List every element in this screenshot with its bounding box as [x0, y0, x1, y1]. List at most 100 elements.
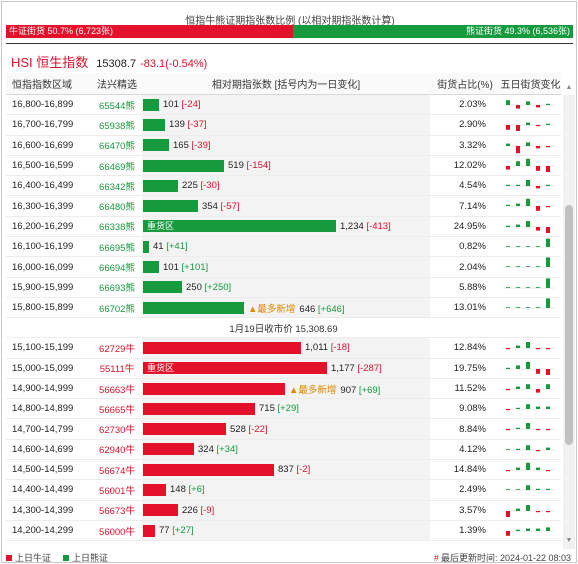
warrant-code-link[interactable]: 66470熊	[99, 141, 135, 153]
sparkline-bar	[536, 105, 540, 108]
table-row[interactable]: 15,900-15,999 66693熊 250 [+250] 5.88%	[6, 277, 561, 298]
sparkline-bar	[526, 266, 530, 268]
scrollbar-thumb[interactable]	[565, 205, 573, 445]
warrant-code-link[interactable]: 62940牛	[99, 445, 135, 457]
share-ratio: 11.52%	[454, 383, 486, 394]
table-row[interactable]: 14,500-14,599 56674牛 837 [-2] 14.84%	[6, 460, 561, 481]
bar-background	[142, 520, 430, 541]
table-row[interactable]: 16,000-16,099 66694熊 101 [+101] 2.04%	[6, 257, 561, 278]
five-day-sparkline	[500, 501, 561, 520]
green-square-icon	[63, 554, 70, 561]
table-row[interactable]: 14,400-14,499 56001牛 148 [+6] 2.49%	[6, 480, 561, 501]
warrant-code-link[interactable]: 66702熊	[99, 303, 135, 315]
warrant-code-link[interactable]: 56673牛	[99, 506, 135, 518]
contracts-value: 519 [-154]	[228, 160, 271, 171]
warrant-code-link[interactable]: 66342熊	[99, 181, 135, 193]
table-row[interactable]: 16,500-16,599 66469熊 519 [-154] 12.02%	[6, 155, 561, 177]
warrant-code-link[interactable]: 66469熊	[99, 161, 135, 173]
sparkline-bar	[536, 186, 540, 189]
sparkline-bar	[546, 368, 550, 375]
daily-change: [+6]	[188, 484, 205, 496]
share-ratio: 5.88%	[459, 281, 486, 293]
column-contracts: 相对期指张数 [括号内为一日变化]	[211, 80, 361, 91]
warrant-code-link[interactable]: 55111牛	[99, 364, 135, 376]
share-ratio: 2.03%	[459, 99, 486, 111]
warrant-code-link[interactable]: 66695熊	[99, 242, 135, 254]
contracts-number: 715	[259, 403, 278, 415]
warrant-code-link[interactable]: 56001牛	[99, 485, 135, 497]
scroll-down-arrow-icon[interactable]: ▼	[565, 537, 573, 544]
five-day-sparkline	[500, 95, 561, 114]
sparkline-bar	[516, 224, 520, 227]
warrant-code-link[interactable]: 62729牛	[99, 343, 135, 355]
warrant-code-link[interactable]: 65938熊	[99, 120, 135, 132]
table-row[interactable]: 16,200-16,299 66338熊 重货区 1,234 [-413] 24.95%	[6, 216, 561, 238]
contracts-number: 165	[173, 139, 192, 151]
warrant-code-link[interactable]: 56665牛	[99, 404, 135, 416]
table-row[interactable]: 14,300-14,399 56673牛 226 [-9] 3.57%	[6, 500, 561, 521]
five-day-sparkline	[500, 399, 561, 418]
table-row[interactable]: 15,800-15,899 66702熊 ▲最多新增 646 [+646] 13.01%	[6, 297, 561, 319]
contracts-value: 101 [+101]	[163, 262, 208, 273]
scrollbar[interactable]	[563, 95, 575, 549]
range-cell: 16,100-16,199	[12, 241, 74, 253]
table-row[interactable]: 14,200-14,299 56000牛 77 [+27] 1.39%	[6, 520, 561, 542]
sparkline-bar	[536, 429, 540, 431]
sparkline-bar	[546, 348, 550, 350]
table-row[interactable]: 16,600-16,699 66470熊 165 [-39] 3.32%	[6, 135, 561, 156]
table-row[interactable]: 16,100-16,199 66695熊 41 [+41] 0.82%	[6, 237, 561, 258]
table-row[interactable]: 16,700-16,799 65938熊 139 [-37] 2.90%	[6, 115, 561, 136]
warrant-code-link[interactable]: 66480熊	[99, 202, 135, 214]
contracts-cell: 139 [-37]	[142, 115, 430, 135]
contracts-value: 139 [-37]	[169, 119, 207, 130]
table-body[interactable]: 16,800-16,899 65544熊 101 [-24] 2.03% 16,700-…	[6, 95, 561, 542]
contracts-bar	[143, 341, 301, 354]
sparkline-svg	[504, 100, 554, 109]
table-row[interactable]: 14,900-14,999 56663牛 ▲最多新增 907 [+69] 11.52%	[6, 378, 561, 400]
sparkline-svg	[504, 180, 554, 189]
table-row[interactable]: 16,800-16,899 65544熊 101 [-24] 2.03%	[6, 95, 561, 116]
range-cell: 14,900-14,999	[12, 383, 74, 394]
warrant-code-link[interactable]: 56674牛	[99, 465, 135, 477]
contracts-number: 646	[299, 303, 318, 315]
share-ratio: 19.75%	[453, 362, 486, 374]
five-day-sparkline	[500, 176, 561, 195]
table-row[interactable]: 16,300-16,399 66480熊 354 [-57] 7.14%	[6, 196, 561, 217]
table-row[interactable]: 14,600-14,699 62940牛 324 [+34] 4.12%	[6, 439, 561, 461]
warrant-code-link[interactable]: 65544熊	[99, 100, 135, 112]
contracts-number: 41	[153, 241, 167, 253]
daily-change: [-9]	[200, 504, 215, 516]
sparkline-bar	[526, 342, 530, 349]
index-summary: HSI 恒生指数 15308.7 -83.1(-0.54%)	[11, 52, 207, 71]
warrant-code-link[interactable]: 56663牛	[99, 384, 135, 396]
contracts-cell: 101 [+101]	[142, 257, 430, 277]
table-row[interactable]: 16,400-16,499 66342熊 225 [-30] 4.54%	[6, 176, 561, 197]
warrant-code-link[interactable]: 66693熊	[99, 283, 135, 295]
sparkline-bar	[516, 529, 520, 531]
range-cell: 14,300-14,399	[12, 504, 74, 516]
sparkline-svg	[504, 199, 554, 212]
warrant-code-link[interactable]: 56000牛	[99, 526, 135, 538]
table-row[interactable]: 15,100-15,199 62729牛 1,011 [-18] 12.84%	[6, 338, 561, 359]
share-ratio: 2.04%	[459, 261, 486, 273]
contracts-bar	[143, 463, 274, 476]
table-row[interactable]: 15,000-15,099 55111牛 重货区 1,177 [-287] 19.75%	[6, 358, 561, 379]
table-row[interactable]: 14,700-14,799 62730牛 528 [-22] 8.84%	[6, 419, 561, 440]
contracts-number: 528	[230, 423, 249, 435]
warrant-code-link[interactable]: 62730牛	[99, 425, 135, 437]
share-ratio: 1.39%	[459, 525, 486, 537]
warrant-code-link[interactable]: 66338熊	[99, 222, 135, 234]
sparkline-bar	[536, 307, 540, 308]
sparkline-bar	[506, 388, 510, 391]
sparkline-bar	[516, 161, 520, 166]
five-day-sparkline	[500, 196, 561, 215]
scroll-up-arrow-icon[interactable]: ▲	[565, 84, 573, 91]
sparkline-bar	[526, 101, 530, 105]
sparkline-bar	[536, 528, 540, 531]
table-row[interactable]: 14,800-14,899 56665牛 715 [+29] 9.08%	[6, 399, 561, 420]
sparkline-bar	[526, 384, 530, 389]
contracts-value: 101 [-24]	[163, 99, 201, 110]
column-five-day: 五日街货变化	[500, 80, 561, 91]
sparkline-bar	[546, 184, 550, 187]
warrant-code-link[interactable]: 66694熊	[99, 263, 135, 275]
